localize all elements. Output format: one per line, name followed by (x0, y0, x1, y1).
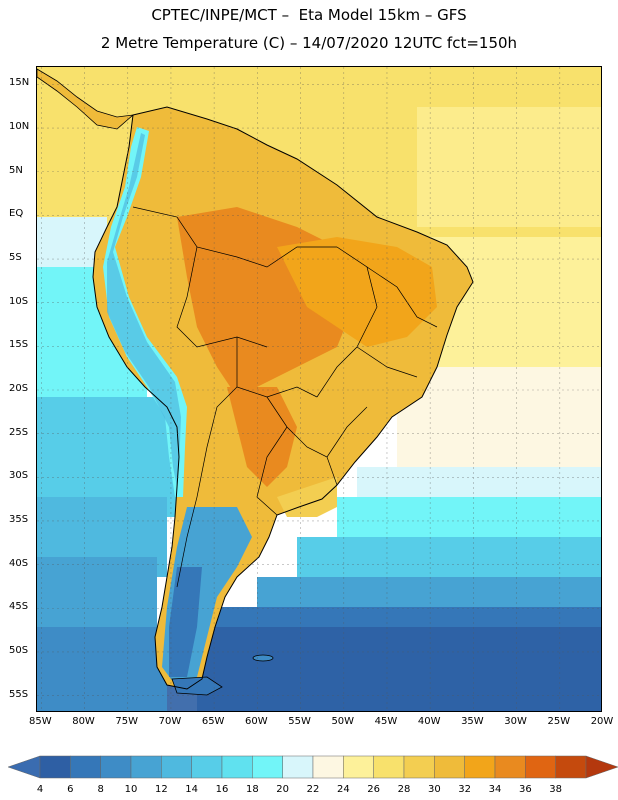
colorbar-label: 14 (185, 784, 199, 795)
lon-label: 20W (590, 716, 614, 727)
temperature-map (36, 66, 602, 712)
lat-label: 25S (9, 426, 29, 438)
colorbar-label: 18 (245, 784, 259, 795)
lon-label: 40W (417, 716, 441, 727)
coastline (92, 106, 474, 690)
colorbar-swatch (525, 755, 556, 779)
lat-label: 40S (9, 557, 29, 569)
lat-label: 10N (9, 121, 30, 133)
colorbar-swatch (403, 755, 435, 779)
lon-label: 30W (504, 716, 527, 727)
colorbar-swatch (373, 755, 405, 779)
colorbar-label: 6 (67, 784, 74, 795)
colorbar-swatch (494, 755, 526, 779)
ocean-band-cream (397, 367, 601, 477)
lon-label: 45W (374, 716, 398, 727)
lat-label: 5N (9, 164, 23, 176)
colorbar-label: 4 (36, 784, 44, 795)
lat-label: 45S (9, 601, 29, 613)
lon-label: 35W (461, 716, 484, 727)
colorbar-swatch (282, 755, 314, 779)
colorbar-label: 10 (124, 784, 138, 795)
colorbar-label: 36 (518, 784, 532, 795)
lat-label: 5S (9, 252, 22, 264)
chart-title-line2: 2 Metre Temperature (C) – 14/07/2020 12U… (100, 34, 518, 52)
lon-label: 60W (245, 716, 268, 727)
hot-core-chaco (227, 387, 297, 487)
colorbar-label: 32 (458, 784, 472, 795)
lon-label: 80W (72, 716, 95, 727)
lat-label: 50S (9, 644, 29, 656)
lat-label: 15S (9, 339, 29, 351)
colorbar-label: 30 (427, 784, 441, 795)
colorbar-label: 12 (154, 784, 168, 795)
lat-label: 10S (9, 295, 29, 307)
lat-label: 35S (9, 513, 29, 525)
colorbar-label: 38 (549, 784, 563, 795)
colorbar-swatch (161, 755, 192, 779)
colorbar-swatch (312, 755, 344, 779)
colorbar-over-arrow (585, 755, 618, 779)
lat-lon-grid (37, 67, 601, 711)
lon-label: 85W (29, 716, 52, 727)
colorbar-swatch (555, 755, 587, 779)
map-canvas (37, 67, 601, 711)
colorbar-swatch (39, 755, 71, 779)
lon-label: 65W (201, 716, 225, 727)
colorbar-label: 22 (306, 784, 320, 795)
lat-label: 55S (9, 688, 29, 700)
central-america (37, 68, 135, 130)
colorbar-under-arrow (8, 755, 41, 779)
lon-label: 50W (331, 716, 355, 727)
ocean-band-pale-north (417, 107, 601, 227)
andes-cold-core (107, 133, 181, 487)
lon-label: 55W (288, 716, 311, 727)
chart-title-line1: CPTEC/INPE/MCT – Eta Model 15km – GFS (151, 6, 467, 24)
colorbar-swatch (343, 755, 374, 779)
lat-label: 20S (9, 383, 29, 394)
pacific-band-5 (37, 557, 157, 637)
colorbar-label: 24 (336, 784, 350, 795)
colorbar-swatch (464, 755, 496, 779)
colorbar-label: 28 (397, 784, 411, 795)
cool-pampas (277, 477, 337, 517)
colorbar-swatch (130, 755, 162, 779)
colorbar-label: 26 (367, 784, 381, 795)
colorbar-label: 16 (215, 784, 229, 795)
colorbar-swatch (434, 755, 465, 779)
colorbar-swatch (221, 755, 253, 779)
colorbar-label: 20 (276, 784, 290, 795)
colorbar-swatch (70, 755, 101, 779)
falkland-islands (252, 654, 274, 662)
lat-label: 15N (9, 77, 30, 89)
hot-core-brazil (277, 237, 437, 347)
colorbar-swatch (252, 755, 283, 779)
lon-label: 75W (115, 716, 139, 727)
lat-label: EQ (9, 208, 24, 220)
patagonia-cold (169, 567, 202, 677)
tierra-del-fuego (171, 676, 223, 696)
lon-label: 25W (547, 716, 571, 727)
colorbar-label: 34 (488, 784, 502, 795)
lon-label: 70W (158, 716, 182, 727)
colorbar-swatch (191, 755, 223, 779)
colorbar (8, 755, 618, 779)
lat-label: 30S (9, 470, 29, 482)
colorbar-swatch (100, 755, 132, 779)
colorbar-label: 8 (97, 784, 104, 795)
pacific-band-6 (37, 627, 167, 711)
